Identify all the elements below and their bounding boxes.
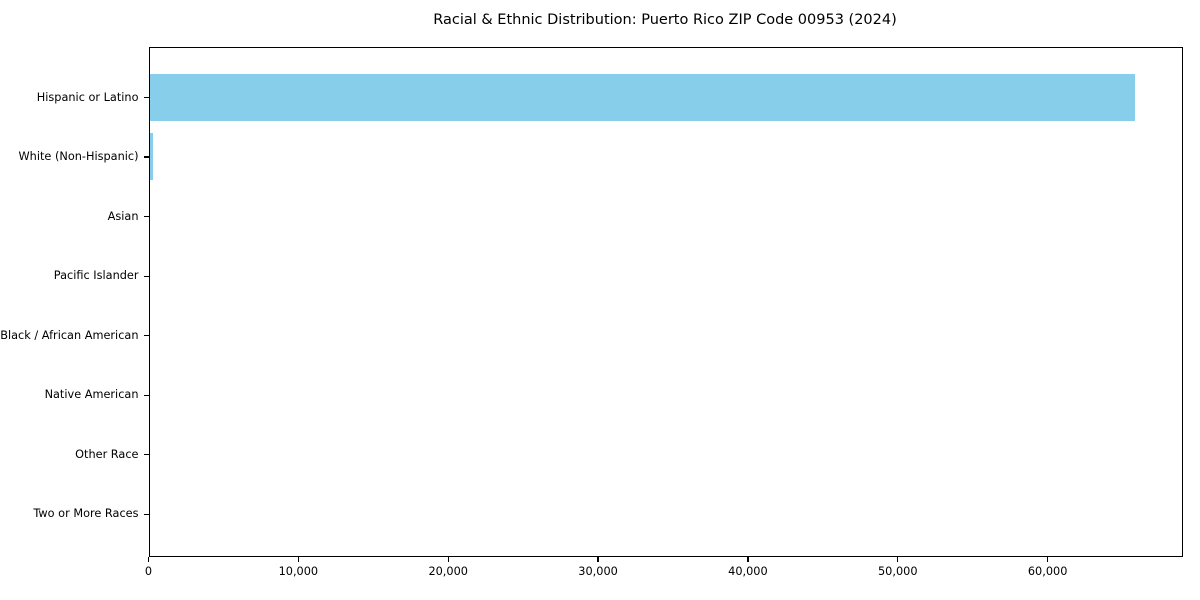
y-axis-label: Hispanic or Latino bbox=[36, 90, 139, 104]
x-tick-mark bbox=[747, 557, 749, 562]
y-axis-label: Pacific Islander bbox=[53, 269, 139, 283]
y-axis-label: Asian bbox=[107, 209, 139, 223]
x-tick-label: 50,000 bbox=[878, 565, 918, 578]
x-tick-mark bbox=[597, 557, 599, 562]
x-tick-label: 30,000 bbox=[578, 565, 618, 578]
chart-title: Racial & Ethnic Distribution: Puerto Ric… bbox=[433, 12, 897, 28]
x-tick-mark bbox=[147, 557, 150, 562]
y-axis-label: Native American bbox=[44, 388, 139, 402]
y-tick-mark bbox=[143, 394, 149, 396]
bar bbox=[149, 133, 153, 181]
plot-area bbox=[148, 47, 1183, 557]
x-tick-label: 10,000 bbox=[278, 565, 319, 578]
y-tick-mark bbox=[143, 335, 149, 337]
y-tick-mark bbox=[143, 96, 149, 99]
x-tick-mark bbox=[897, 557, 899, 562]
x-tick-mark bbox=[297, 557, 299, 562]
y-tick-mark bbox=[143, 156, 149, 158]
x-tick-label: 0 bbox=[144, 565, 153, 578]
x-tick-label: 40,000 bbox=[728, 565, 768, 578]
y-axis-label: Other Race bbox=[75, 447, 139, 461]
x-tick-label: 20,000 bbox=[428, 565, 468, 578]
y-tick-mark bbox=[143, 275, 149, 277]
bar bbox=[149, 73, 1135, 121]
y-axis-label: Black / African American bbox=[0, 328, 139, 342]
x-tick-mark bbox=[1046, 557, 1049, 562]
y-axis-label: Two or More Races bbox=[33, 507, 139, 521]
x-tick-label: 60,000 bbox=[1027, 565, 1068, 578]
y-tick-mark bbox=[143, 215, 149, 218]
y-tick-mark bbox=[143, 513, 149, 515]
x-tick-mark bbox=[447, 557, 449, 562]
y-tick-mark bbox=[143, 454, 149, 456]
y-axis-label: White (Non-Hispanic) bbox=[18, 150, 139, 164]
